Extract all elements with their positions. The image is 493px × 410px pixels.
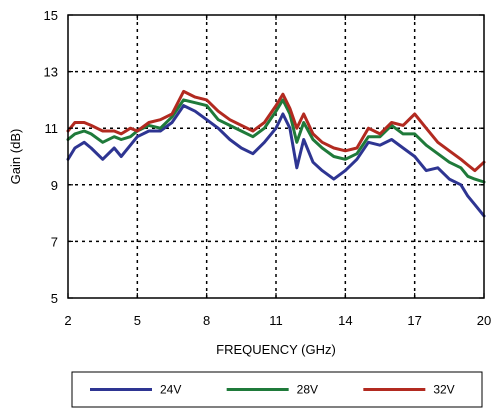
y-tick-label: 13	[44, 65, 58, 80]
x-tick-label: 5	[134, 313, 141, 328]
y-tick-label: 11	[45, 121, 59, 136]
y-axis-label: Gain (dB)	[8, 129, 23, 185]
x-tick-label: 8	[203, 313, 210, 328]
series-line-24v	[66, 104, 486, 218]
grid	[68, 15, 484, 298]
axis-labels: FREQUENCY (GHz) Gain (dB)	[8, 129, 336, 357]
legend-label-24v: 24V	[160, 383, 181, 397]
x-tick-label: 17	[407, 313, 421, 328]
legend: 24V 28V 32V	[71, 371, 483, 408]
series-lines	[66, 89, 486, 218]
series-line-32v	[66, 89, 486, 173]
y-tick-label: 9	[51, 178, 58, 193]
y-tick-label: 5	[51, 291, 58, 306]
y-tick-label: 7	[51, 234, 58, 249]
x-tick-label: 11	[269, 313, 283, 328]
x-tick-label: 2	[64, 313, 71, 328]
series-line-28v	[66, 98, 486, 184]
legend-label-32v: 32V	[433, 383, 454, 397]
y-tick-label: 15	[44, 8, 58, 23]
legend-label-28v: 28V	[297, 383, 318, 397]
x-axis-label: FREQUENCY (GHz)	[216, 342, 336, 357]
x-tick-label: 14	[338, 313, 352, 328]
x-tick-label: 20	[477, 313, 491, 328]
